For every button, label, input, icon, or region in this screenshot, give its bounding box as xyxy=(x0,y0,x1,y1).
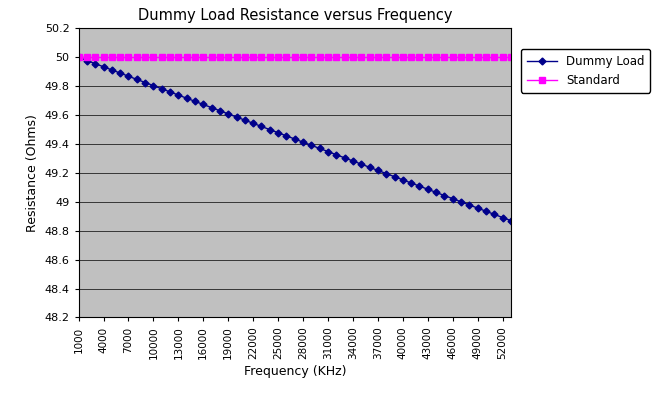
Standard xyxy=(75,55,83,60)
Dummy Load xyxy=(407,181,415,186)
Dummy Load xyxy=(324,149,332,154)
Dummy Load xyxy=(507,218,515,223)
Standard xyxy=(507,55,515,60)
Title: Dummy Load Resistance versus Frequency: Dummy Load Resistance versus Frequency xyxy=(138,8,452,23)
Standard xyxy=(407,55,415,60)
Standard xyxy=(457,55,465,60)
Line: Standard: Standard xyxy=(76,55,514,60)
Standard xyxy=(349,55,357,60)
Dummy Load xyxy=(349,159,357,164)
Dummy Load xyxy=(75,55,83,60)
Standard xyxy=(324,55,332,60)
Dummy Load xyxy=(332,152,340,157)
Standard xyxy=(332,55,340,60)
Y-axis label: Resistance (Ohms): Resistance (Ohms) xyxy=(26,114,39,232)
Legend: Dummy Load, Standard: Dummy Load, Standard xyxy=(521,49,650,92)
Line: Dummy Load: Dummy Load xyxy=(76,55,514,223)
Dummy Load xyxy=(191,99,199,104)
X-axis label: Frequency (KHz): Frequency (KHz) xyxy=(244,365,346,378)
Dummy Load xyxy=(457,199,465,204)
Standard xyxy=(191,55,199,60)
